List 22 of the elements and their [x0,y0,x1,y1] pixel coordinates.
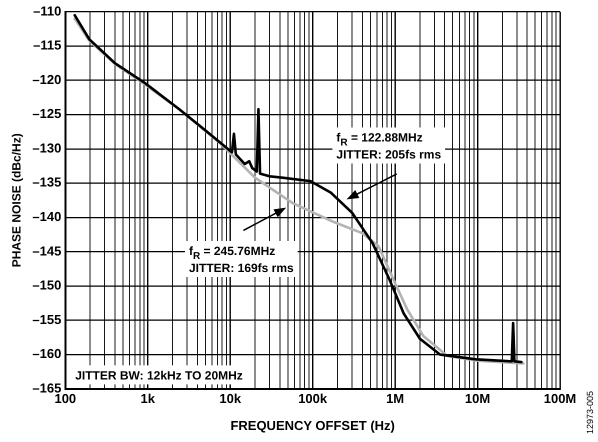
y-tick-label: –150 [32,278,62,293]
y-tick-label: –165 [32,380,62,396]
x-tick-label: 100k [298,391,328,406]
y-tick-label: –155 [32,312,62,327]
x-tick-label: 1k [140,391,156,406]
text: 12973-005 [585,390,595,434]
y-tick-label: –160 [32,346,62,362]
x-tick-label: 100M [544,391,576,406]
y-axis-title: PHASE NOISE (dBc/Hz) [10,133,24,268]
x-tick-label: 10M [464,391,490,406]
x-tick-label: 10k [219,391,242,406]
y-tick-label: –110 [33,3,62,18]
y-tick-label: –130 [32,140,62,156]
y-tick-label: –140 [32,209,62,224]
y-tick-label: –125 [32,106,62,122]
y-tick-label: –135 [32,174,62,190]
x-axis-title: FREQUENCY OFFSET (Hz) [230,418,395,433]
y-tick-label: –145 [32,243,62,258]
annotation: JITTER BW: 12kHz TO 20MHz [75,368,243,382]
x-tick-label: 1M [386,391,404,406]
y-tick-label: –120 [32,72,62,87]
y-tick-label: –115 [33,38,62,53]
